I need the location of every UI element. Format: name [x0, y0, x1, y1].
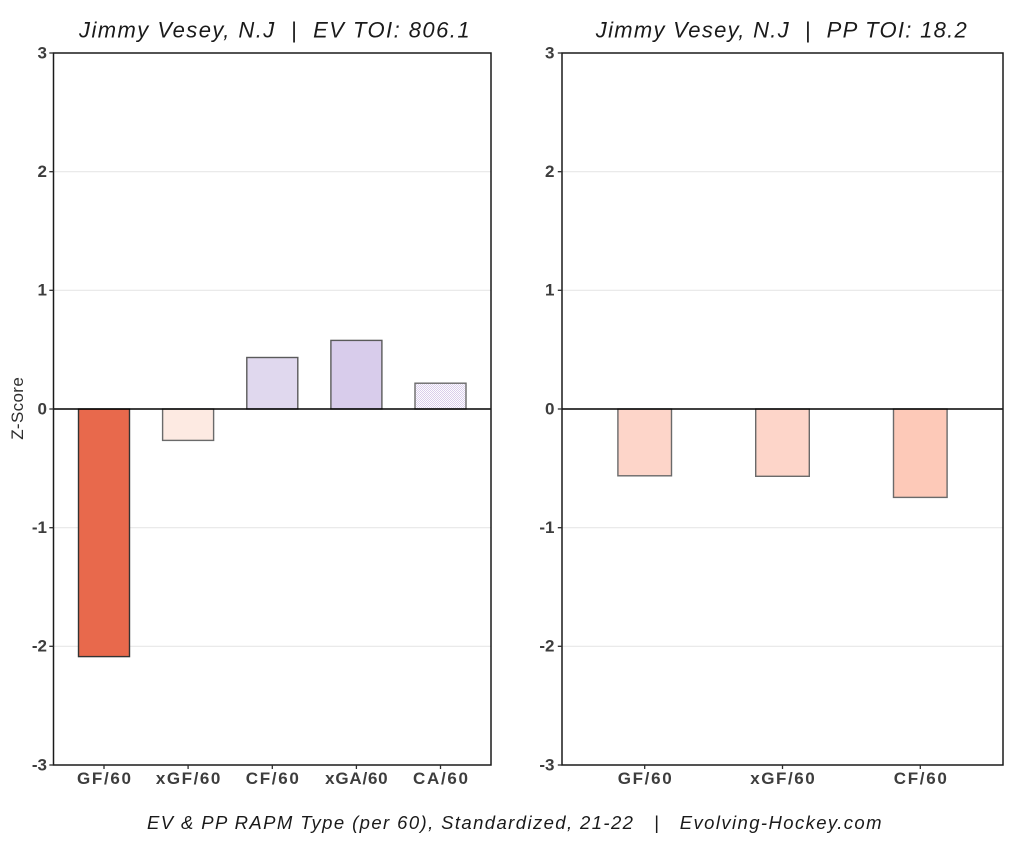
svg-text:Z-Score: Z-Score: [8, 377, 27, 440]
svg-text:CA/60: CA/60: [413, 769, 468, 788]
svg-text:Jimmy Vesey, N.J | EV TOI: 8: Jimmy Vesey, N.J | EV TOI: 806.1: [78, 17, 470, 42]
svg-text:0: 0: [545, 399, 554, 418]
svg-text:CF/60: CF/60: [894, 769, 947, 788]
svg-text:-2: -2: [539, 637, 554, 656]
svg-text:xGA/60: xGA/60: [325, 769, 388, 788]
svg-text:-3: -3: [32, 755, 47, 774]
svg-text:-2: -2: [32, 637, 47, 656]
svg-text:2: 2: [38, 162, 47, 181]
svg-text:GF/60: GF/60: [77, 769, 131, 788]
svg-text:1: 1: [545, 281, 554, 300]
svg-text:Jimmy Vesey, N.J | PP TOI: 1: Jimmy Vesey, N.J | PP TOI: 18.2: [595, 17, 967, 42]
svg-text:EV & PP RAPM Type (per 60), St: EV & PP RAPM Type (per 60), Standardized…: [147, 812, 881, 833]
svg-text:CF/60: CF/60: [246, 769, 299, 788]
svg-text:xGF/60: xGF/60: [156, 769, 221, 788]
svg-text:2: 2: [545, 162, 554, 181]
svg-text:0: 0: [38, 399, 47, 418]
svg-text:xGF/60: xGF/60: [750, 769, 815, 788]
svg-text:3: 3: [545, 43, 554, 62]
svg-text:-1: -1: [539, 518, 554, 537]
svg-text:GF/60: GF/60: [618, 769, 672, 788]
svg-text:1: 1: [38, 281, 47, 300]
svg-text:-1: -1: [32, 518, 47, 537]
svg-text:-3: -3: [539, 755, 554, 774]
svg-text:3: 3: [38, 43, 47, 62]
